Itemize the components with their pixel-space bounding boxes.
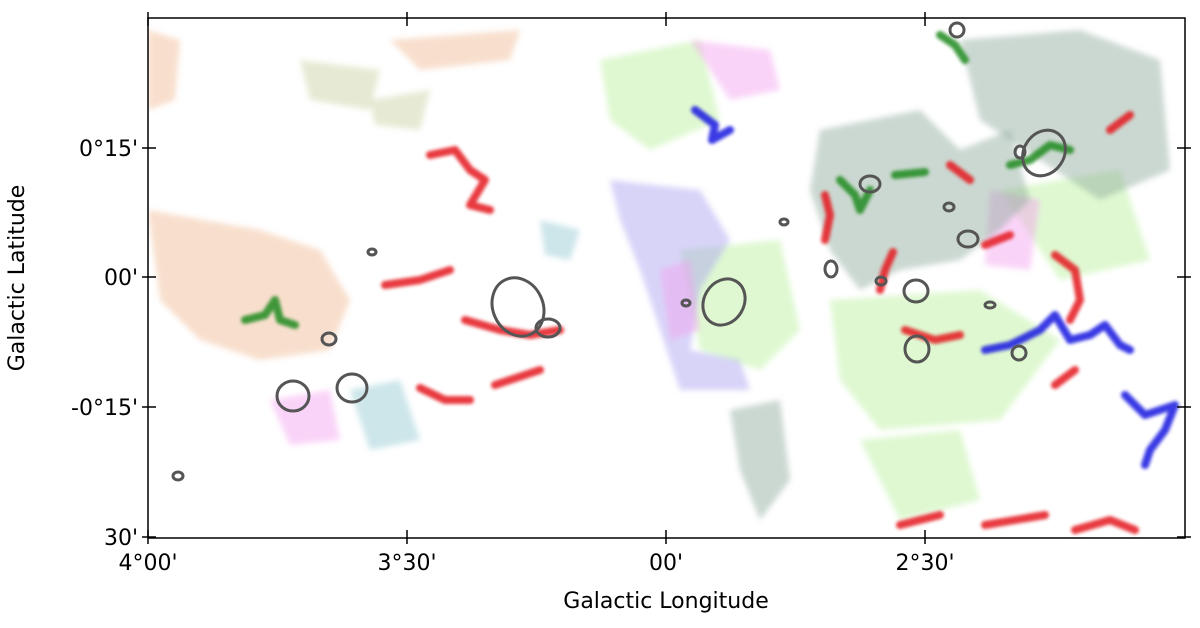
filament	[936, 31, 969, 64]
filament	[946, 161, 974, 184]
ellipse	[874, 275, 888, 287]
filament	[1106, 111, 1134, 134]
x-axis-label: Galactic Longitude	[563, 589, 768, 614]
filament	[1006, 141, 1074, 169]
filament	[691, 106, 734, 144]
region	[830, 290, 1060, 430]
filament	[981, 311, 1134, 354]
region	[860, 430, 980, 520]
region	[540, 220, 580, 260]
ellipse	[902, 278, 930, 304]
filament	[896, 511, 944, 529]
ellipse	[275, 379, 311, 413]
x-tick-label: 00'	[649, 551, 683, 576]
filament	[1071, 516, 1139, 534]
x-tick-label: 2°30'	[895, 551, 954, 576]
y-axis-label: Galactic Latitude	[5, 185, 30, 372]
region	[148, 210, 350, 360]
y-tick-label: 0°15'	[79, 137, 138, 162]
source-ellipses	[171, 21, 1067, 482]
ellipse	[1010, 344, 1028, 362]
filament	[491, 366, 544, 389]
region	[660, 260, 700, 340]
y-tick-label: -0°15'	[71, 396, 138, 421]
filament	[1051, 251, 1084, 324]
region	[730, 400, 790, 520]
filament	[901, 326, 964, 344]
region	[960, 30, 1170, 200]
ellipse	[701, 277, 747, 327]
region	[350, 380, 420, 450]
filament	[241, 296, 299, 329]
region	[270, 390, 340, 445]
emission-regions	[148, 21, 1179, 534]
ellipse	[903, 334, 931, 364]
filament	[836, 176, 874, 214]
region	[300, 60, 380, 110]
ticks: 4°00' 3°30' 00' 2°30' 0°15' 00' -0°15' 30'	[71, 12, 1191, 576]
region	[148, 30, 180, 110]
ellipse	[335, 372, 369, 404]
filament	[426, 146, 494, 214]
ellipse	[778, 217, 790, 227]
ellipse	[948, 21, 966, 39]
ellipse	[320, 331, 338, 347]
region	[690, 40, 780, 100]
y-tick-label: 00'	[104, 266, 138, 291]
ellipse	[823, 259, 839, 279]
ellipse	[171, 470, 185, 482]
ellipse	[1013, 144, 1027, 160]
ellipse	[366, 247, 378, 257]
ellipse	[956, 229, 980, 249]
filament	[981, 231, 1014, 249]
ellipse	[1021, 128, 1067, 178]
filament	[876, 248, 897, 294]
filament	[1051, 366, 1079, 389]
ellipse	[490, 276, 546, 338]
filament	[821, 191, 834, 244]
region	[390, 30, 520, 70]
ellipse	[534, 317, 562, 339]
ellipse	[983, 300, 997, 310]
filament	[981, 511, 1049, 529]
filament	[461, 316, 564, 339]
y-tick-label: 30'	[104, 526, 138, 551]
ellipse	[680, 298, 692, 308]
filament	[381, 266, 454, 289]
filament	[416, 384, 474, 404]
ellipse	[942, 201, 956, 213]
region	[370, 90, 430, 130]
region	[1000, 170, 1150, 280]
x-tick-label: 4°00'	[118, 551, 177, 576]
x-tick-label: 3°30'	[377, 551, 436, 576]
region	[600, 40, 720, 150]
filament	[1121, 391, 1179, 469]
filament	[891, 168, 929, 179]
ellipse	[858, 174, 882, 194]
